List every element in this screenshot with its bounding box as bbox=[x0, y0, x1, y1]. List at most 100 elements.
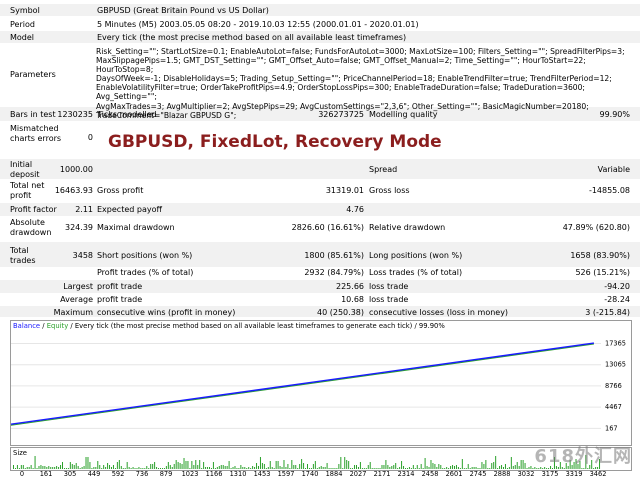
size-bar bbox=[493, 462, 495, 469]
size-bar bbox=[320, 466, 322, 469]
size-bar bbox=[312, 464, 314, 469]
size-bar bbox=[107, 463, 109, 469]
size-bar bbox=[91, 468, 93, 469]
size-bar bbox=[322, 467, 324, 469]
size-bar bbox=[567, 466, 569, 469]
y-tick-label: 167 bbox=[605, 424, 618, 432]
size-bar bbox=[299, 464, 301, 469]
size-bar bbox=[487, 468, 489, 469]
total-trades-label: Total trades bbox=[10, 246, 36, 265]
x-tick-label: 449 bbox=[87, 470, 101, 478]
loss-trades-label: Loss trades (% of total) bbox=[369, 268, 463, 277]
size-bar bbox=[136, 468, 138, 469]
size-bar bbox=[442, 468, 444, 469]
size-bar bbox=[283, 460, 285, 469]
size-bar bbox=[446, 467, 448, 469]
x-tick-label: 2027 bbox=[349, 470, 367, 478]
size-bar bbox=[128, 467, 130, 469]
size-bar bbox=[424, 458, 426, 469]
gross-loss-label: Gross loss bbox=[369, 186, 410, 195]
x-tick-label: 1310 bbox=[229, 470, 247, 478]
average-loss-value: -28.24 bbox=[604, 295, 630, 304]
size-bar bbox=[252, 466, 254, 469]
size-bar bbox=[471, 467, 473, 469]
size-bar bbox=[144, 468, 146, 469]
size-bar bbox=[399, 467, 401, 469]
size-bar bbox=[305, 468, 307, 469]
size-bar bbox=[69, 462, 71, 469]
size-bar bbox=[332, 468, 334, 469]
y-tick-label: 4467 bbox=[605, 403, 622, 411]
size-bar bbox=[56, 466, 58, 469]
size-bar bbox=[499, 466, 501, 469]
size-bar bbox=[75, 463, 77, 469]
size-bar bbox=[440, 465, 442, 469]
size-bar bbox=[497, 468, 499, 469]
size-bar bbox=[60, 465, 62, 469]
x-tick-label: 2171 bbox=[373, 470, 391, 478]
size-bar bbox=[199, 460, 201, 469]
size-bar bbox=[510, 457, 512, 469]
x-tick-label: 3175 bbox=[541, 470, 559, 478]
size-bar bbox=[387, 465, 389, 469]
x-tick-label: 1453 bbox=[253, 470, 271, 478]
x-tick-label: 3462 bbox=[589, 470, 607, 478]
size-bar bbox=[173, 464, 175, 469]
size-bar bbox=[357, 467, 359, 469]
initial-deposit-value: 1000.00 bbox=[59, 165, 93, 174]
size-bar bbox=[161, 468, 163, 469]
size-bar bbox=[244, 467, 246, 469]
size-bar bbox=[118, 460, 120, 469]
size-bar bbox=[44, 466, 46, 469]
absolute-drawdown-value: 324.39 bbox=[65, 223, 93, 232]
size-bar bbox=[559, 462, 561, 469]
size-bar bbox=[256, 463, 258, 469]
legend-equity: Equity bbox=[46, 322, 69, 330]
maximum-label: Maximum bbox=[53, 308, 93, 317]
gross-loss-value: -14855.08 bbox=[588, 186, 630, 195]
profit-trades-label: Profit trades (% of total) bbox=[97, 268, 194, 277]
size-bar bbox=[316, 468, 318, 469]
size-label: Size bbox=[13, 449, 27, 457]
x-tick-label: 1166 bbox=[205, 470, 223, 478]
size-bar bbox=[538, 468, 540, 469]
size-bar bbox=[581, 468, 583, 469]
largest-profit-label: profit trade bbox=[97, 282, 143, 291]
expected-payoff-value: 4.76 bbox=[346, 205, 364, 214]
size-bar bbox=[465, 468, 467, 469]
size-bar bbox=[58, 467, 60, 469]
x-tick-label: 2458 bbox=[421, 470, 439, 478]
average-loss-label: loss trade bbox=[369, 295, 409, 304]
total-net-profit-value: 16463.93 bbox=[54, 186, 93, 195]
size-bar bbox=[42, 466, 44, 469]
size-bar bbox=[314, 461, 316, 469]
size-bar bbox=[418, 468, 420, 469]
size-bar bbox=[508, 467, 510, 469]
maximal-drawdown-value: 2826.60 (16.61%) bbox=[291, 223, 364, 232]
size-bar bbox=[109, 465, 111, 469]
size-bar bbox=[18, 468, 20, 469]
profit-trades-value: 2932 (84.79%) bbox=[304, 268, 364, 277]
size-bar bbox=[350, 468, 352, 469]
size-bar bbox=[289, 468, 291, 469]
size-bar bbox=[307, 464, 308, 469]
size-bar bbox=[130, 468, 132, 469]
size-bar bbox=[212, 462, 214, 469]
size-bar bbox=[301, 459, 303, 469]
size-bar bbox=[175, 460, 177, 469]
size-bar bbox=[220, 465, 222, 469]
size-bar bbox=[532, 468, 534, 469]
size-bar bbox=[522, 460, 524, 469]
size-bar bbox=[124, 468, 126, 469]
size-bar bbox=[477, 468, 479, 469]
gross-profit-value: 31319.01 bbox=[325, 186, 364, 195]
size-bar bbox=[365, 468, 367, 469]
size-bar bbox=[271, 467, 273, 469]
initial-deposit-label: Initial deposit bbox=[10, 160, 40, 179]
size-bar bbox=[457, 467, 459, 469]
parameters-line: TradeComment="Blazar GBPUSD G"; bbox=[96, 110, 237, 120]
size-bar bbox=[334, 468, 336, 469]
size-bar bbox=[181, 464, 183, 469]
size-bar bbox=[28, 467, 30, 469]
size-bar bbox=[371, 468, 373, 469]
